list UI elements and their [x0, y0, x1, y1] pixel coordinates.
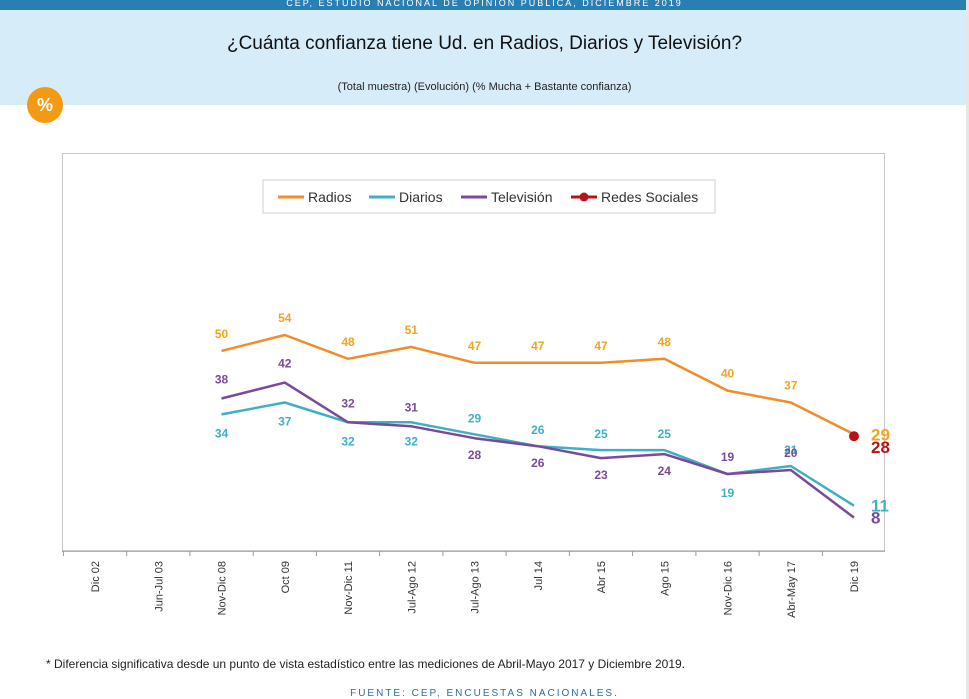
data-label-radios: 40 [721, 367, 735, 381]
header-band [0, 10, 969, 105]
data-label-television-end: 8 [871, 509, 880, 528]
page-edge [966, 0, 969, 699]
data-point-redes [849, 431, 859, 442]
source-note: FUENTE: CEP, ENCUESTAS NACIONALES. [350, 688, 619, 699]
legend-label-redes: Redes Sociales [601, 189, 698, 205]
legend-label-television: Televisión [491, 189, 552, 205]
x-tick-label: Jul-Ago 13 [470, 561, 482, 614]
data-label-television: 32 [341, 396, 355, 410]
legend-marker-redes [579, 192, 589, 202]
data-label-diarios: 37 [278, 414, 292, 428]
data-label-television: 42 [278, 357, 292, 371]
data-label-radios: 48 [658, 335, 672, 349]
legend-box [262, 179, 716, 214]
series-line-radios [221, 333, 855, 436]
data-label-radios: 47 [468, 339, 482, 353]
percent-badge-icon: % [27, 87, 63, 123]
data-label-diarios: 32 [341, 434, 355, 448]
data-label-diarios: 32 [405, 434, 419, 448]
x-tick-label: Nov-Dic 16 [723, 561, 735, 615]
data-label-diarios: 21 [784, 443, 798, 457]
legend-label-radios: Radios [308, 189, 352, 205]
data-label-diarios: 25 [594, 427, 608, 441]
page-title: ¿Cuánta confianza tiene Ud. en Radios, D… [226, 33, 743, 54]
x-tick-label: Nov-Dic 11 [343, 561, 355, 615]
x-tick-label: Oct 09 [280, 561, 292, 593]
data-label-diarios: 26 [531, 423, 545, 437]
top-banner: CEP, ESTUDIO NACIONAL DE OPINIÓN PÚBLICA… [0, 0, 969, 10]
x-tick-label: Abr-May 17 [786, 561, 798, 618]
data-label-radios: 47 [531, 339, 545, 353]
data-label-television: 23 [594, 468, 608, 482]
data-label-radios: 51 [405, 323, 419, 337]
data-label-radios: 48 [341, 335, 355, 349]
series-line-television [221, 381, 855, 519]
data-label-radios: 50 [215, 327, 229, 341]
footnote: * Diferencia significativa desde un punt… [46, 657, 686, 671]
data-label-television: 28 [468, 448, 482, 462]
data-label-television: 24 [658, 464, 672, 478]
data-label-diarios-end: 11 [871, 497, 889, 516]
data-label-television: 20 [784, 446, 798, 460]
data-label-television: 19 [721, 450, 735, 464]
x-tick-label: Jun-Jul 03 [153, 561, 165, 612]
x-tick-label: Dic 02 [90, 561, 102, 592]
x-tick-label: Nov-Dic 08 [217, 561, 229, 615]
data-label-television: 31 [405, 400, 419, 414]
legend-label-diarios: Diarios [399, 189, 443, 205]
data-label-radios: 47 [594, 339, 608, 353]
x-tick-label: Jul-Ago 12 [406, 561, 418, 614]
series-line-diarios [221, 401, 855, 507]
x-tick-label: Jul 14 [533, 561, 545, 590]
x-tick-label: Ago 15 [659, 561, 671, 596]
data-label-radios: 37 [784, 378, 798, 392]
data-label-diarios: 29 [468, 411, 482, 425]
x-tick-label: Abr 15 [596, 561, 608, 593]
data-label-diarios: 34 [215, 426, 229, 440]
data-label-radios: 54 [278, 311, 292, 325]
page-subtitle: (Total muestra) (Evolución) (% Mucha + B… [337, 81, 632, 93]
data-label-redes-end: 28 [871, 438, 890, 457]
data-label-radios-end: 29 [871, 425, 890, 444]
data-label-diarios: 19 [721, 486, 735, 500]
x-tick-label: Dic 19 [849, 561, 861, 592]
data-label-television: 38 [215, 373, 229, 387]
data-label-diarios: 25 [658, 427, 672, 441]
data-label-television: 26 [531, 456, 545, 470]
